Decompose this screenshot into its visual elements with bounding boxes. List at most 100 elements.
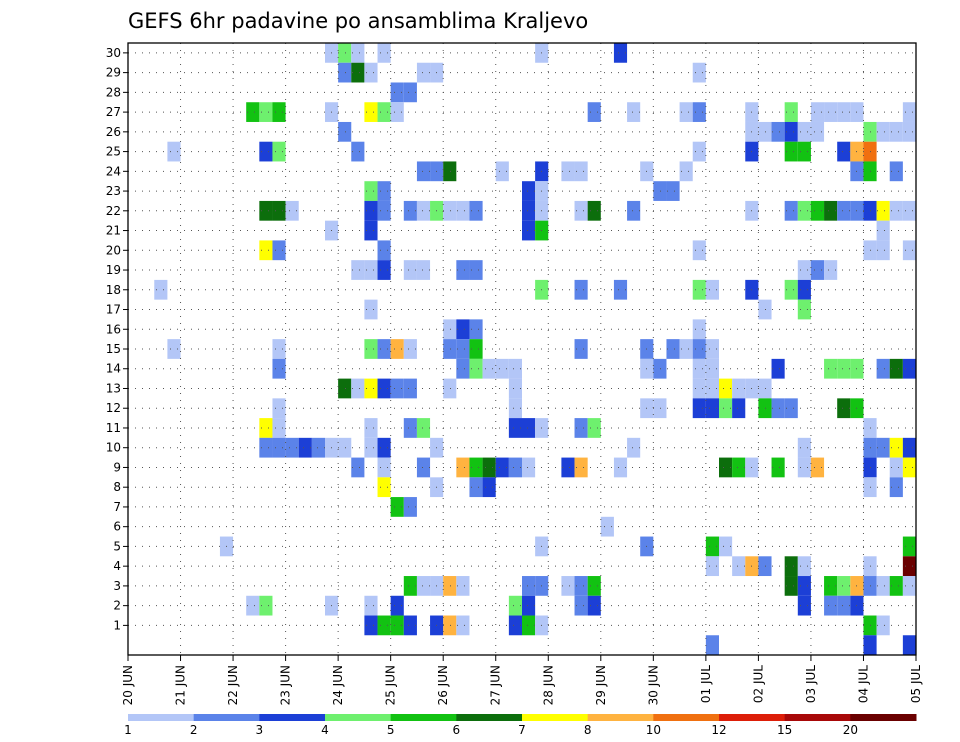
y-tick-label: 24 [106, 164, 121, 178]
heatmap-cell [469, 477, 483, 498]
legend-label: 1 [124, 723, 132, 737]
y-tick-label: 27 [106, 105, 121, 119]
heatmap-cell [377, 437, 391, 458]
heatmap-cell [784, 398, 798, 419]
heatmap-cell [876, 358, 890, 379]
heatmap-cell [692, 378, 706, 399]
heatmap-cell [456, 576, 470, 596]
heatmap-cell [495, 358, 509, 379]
heatmap-cell [587, 200, 601, 221]
heatmap-cell [837, 576, 851, 596]
x-tick-label: 24 JUN [331, 665, 345, 705]
heatmap-cell [758, 121, 772, 142]
heatmap-cell [889, 200, 903, 221]
heatmap-cell [574, 418, 588, 438]
heatmap-cell [784, 141, 798, 162]
x-tick-label: 20 JUN [121, 665, 135, 705]
heatmap-cell [364, 595, 378, 616]
heatmap-cell [797, 595, 811, 616]
heatmap-cell [456, 319, 470, 340]
legend-swatch [325, 714, 392, 721]
heatmap-cell [797, 279, 811, 300]
y-tick-label: 19 [106, 263, 121, 277]
heatmap-cell [377, 615, 391, 636]
heatmap-cell [377, 378, 391, 399]
heatmap-cell [351, 378, 365, 399]
color-legend: 1 2 3 4 5 6 7 8 10 12 15 20 [124, 714, 917, 737]
heatmap-cell [495, 457, 509, 478]
heatmap-cell [876, 240, 890, 261]
heatmap-cell [522, 576, 536, 596]
heatmap-cell [508, 457, 522, 478]
heatmap-cell [338, 437, 352, 458]
heatmap-cell [692, 62, 706, 83]
y-tick-label: 29 [106, 66, 121, 80]
heatmap-cell [692, 240, 706, 261]
heatmap-cell [784, 279, 798, 300]
heatmap-cell [403, 497, 417, 517]
heatmap-cell [889, 457, 903, 478]
legend-swatch [587, 714, 654, 721]
heatmap-cell [784, 121, 798, 142]
x-tick-label: 21 JUN [174, 665, 188, 705]
x-tick-label: 02 JUL [751, 665, 765, 703]
heatmap-cell [338, 378, 352, 399]
heatmap-cell [508, 378, 522, 399]
heatmap-cell [561, 161, 575, 182]
heatmap-cell [902, 358, 916, 379]
heatmap-cell [824, 576, 838, 596]
heatmap-cell [482, 358, 496, 379]
heatmap-cell [364, 102, 378, 122]
heatmap-cell [797, 260, 811, 280]
heatmap-cell [692, 339, 706, 359]
heatmap-cell [732, 398, 746, 419]
heatmap-cell [469, 457, 483, 478]
y-tick-label: 18 [106, 283, 121, 297]
heatmap-cell [469, 260, 483, 280]
heatmap-cell [390, 497, 404, 517]
legend-swatch [390, 714, 457, 721]
heatmap-cell [416, 200, 431, 221]
heatmap-cell [259, 200, 273, 221]
heatmap-cell [561, 457, 575, 478]
legend-swatch [128, 714, 195, 721]
heatmap-cell [771, 457, 785, 478]
heatmap-cell [456, 615, 470, 636]
heatmap-cell [443, 339, 457, 359]
heatmap-cell [889, 576, 903, 596]
heatmap-cell [902, 437, 916, 458]
heatmap-cell [482, 457, 496, 478]
heatmap-cell [679, 102, 693, 122]
heatmap-cell [692, 358, 706, 379]
y-tick-label: 22 [106, 204, 121, 218]
heatmap-cell [456, 200, 470, 221]
heatmap-cell [574, 595, 588, 616]
heatmap-cell [653, 358, 667, 379]
heatmap-cell [377, 102, 391, 122]
heatmap-cell [390, 615, 404, 636]
heatmap-cell [364, 62, 378, 83]
heatmap-cell [574, 339, 588, 359]
heatmap-cell [889, 121, 903, 142]
heatmap-cell [351, 141, 365, 162]
heatmap-cell [797, 556, 811, 577]
heatmap-cell [732, 457, 746, 478]
heatmap-cell [627, 437, 641, 458]
heatmap-cell [456, 358, 470, 379]
heatmap-cell [456, 339, 470, 359]
heatmap-cell [889, 358, 903, 379]
heatmap-cell [443, 319, 457, 340]
legend-label: 10 [646, 723, 661, 737]
heatmap-cell [338, 43, 352, 63]
heatmap-cell [705, 556, 719, 577]
heatmap-cell [784, 200, 798, 221]
heatmap-cell [416, 576, 431, 596]
heatmap-cell [719, 398, 733, 419]
x-tick-label: 29 JUN [594, 665, 608, 705]
heatmap-cell [259, 437, 273, 458]
x-axis-ticks: 20 JUN 21 JUN 22 JUN 23 JUN 24 JUN 25 JUN 26 J… [121, 655, 923, 705]
y-tick-label: 15 [106, 342, 121, 356]
heatmap-cell [902, 240, 916, 261]
heatmap-cell [351, 43, 365, 63]
heatmap-cell [246, 102, 260, 122]
